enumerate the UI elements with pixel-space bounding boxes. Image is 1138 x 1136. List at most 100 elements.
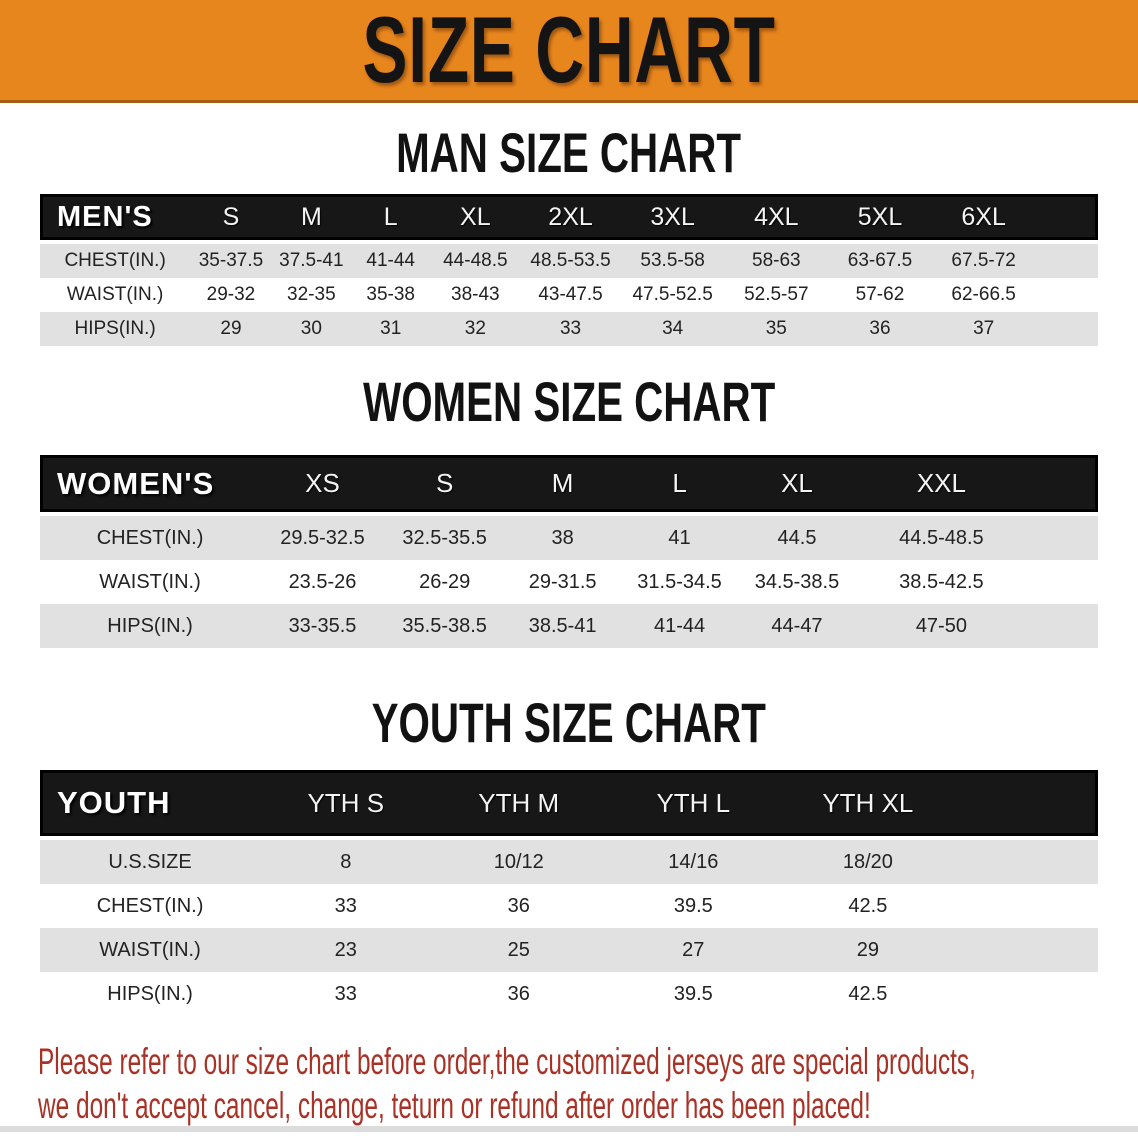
size-value-cell: 36 — [431, 972, 607, 1016]
table-corner-label: YOUTH — [40, 770, 261, 836]
size-value-cell: 33 — [260, 884, 432, 928]
size-value-cell: 41-44 — [351, 240, 431, 278]
column-header: 5XL — [828, 194, 932, 240]
size-value-cell: 38.5-41 — [504, 604, 621, 648]
banner-title: SIZE CHART — [362, 0, 776, 102]
size-value-cell: 36 — [431, 884, 607, 928]
size-value-cell: 35-37.5 — [190, 240, 272, 278]
size-chart-sections: MAN SIZE CHART MEN'S S M L XL 2XL 3XL 4XL 5XL 6XL… — [0, 125, 1138, 1016]
table-header-row: YOUTH YTH S YTH M YTH L YTH XL — [40, 770, 1098, 836]
size-value-cell: 44.5-48.5 — [855, 512, 1028, 560]
disclaimer-line-1: Please refer to our size chart before or… — [38, 1041, 976, 1082]
size-value-cell: 35 — [724, 312, 829, 346]
column-header: M — [504, 455, 621, 512]
row-spacer — [955, 972, 1098, 1016]
column-header: YTH XL — [780, 770, 956, 836]
size-value-cell: 25 — [431, 928, 607, 972]
column-header: 4XL — [724, 194, 829, 240]
size-value-cell: 47-50 — [855, 604, 1028, 648]
size-value-cell: 29-32 — [190, 278, 272, 312]
section-heading-text: YOUTH SIZE CHART — [371, 691, 767, 754]
column-header: XS — [260, 455, 385, 512]
size-value-cell: 23 — [260, 928, 432, 972]
size-value-cell: 58-63 — [724, 240, 829, 278]
header-spacer — [955, 770, 1098, 836]
row-label: HIPS(IN.) — [40, 312, 191, 346]
size-chart-section: YOUTH SIZE CHART YOUTH YTH S YTH M YTH L YTH… — [40, 695, 1098, 1016]
row-label: HIPS(IN.) — [40, 604, 261, 648]
table-header-row: WOMEN'S XS S M L XL XXL — [40, 455, 1098, 512]
column-header: XL — [430, 194, 521, 240]
size-value-cell: 36 — [828, 312, 932, 346]
size-value-cell: 38-43 — [430, 278, 521, 312]
size-value-cell: 32 — [430, 312, 521, 346]
size-value-cell: 44-47 — [738, 604, 856, 648]
size-table: WOMEN'S XS S M L XL XXL CHEST(IN.) 29.5-32.5 32.… — [40, 455, 1098, 648]
column-header: 6XL — [931, 194, 1036, 240]
table-row: CHEST(IN.) 33 36 39.5 42.5 — [40, 884, 1098, 928]
table-row: CHEST(IN.) 29.5-32.5 32.5-35.5 38 41 44.5 44.5… — [40, 512, 1098, 560]
column-header: YTH M — [431, 770, 607, 836]
column-header: 2XL — [520, 194, 621, 240]
size-value-cell: 34 — [620, 312, 725, 346]
size-value-cell: 8 — [260, 836, 432, 884]
size-value-cell: 35.5-38.5 — [384, 604, 505, 648]
size-value-cell: 41-44 — [620, 604, 739, 648]
size-value-cell: 23.5-26 — [260, 560, 385, 604]
section-heading: MAN SIZE CHART — [40, 125, 1098, 181]
size-value-cell: 33-35.5 — [260, 604, 385, 648]
size-value-cell: 62-66.5 — [931, 278, 1036, 312]
row-spacer — [955, 884, 1098, 928]
row-label: WAIST(IN.) — [40, 560, 261, 604]
size-value-cell: 29.5-32.5 — [260, 512, 385, 560]
size-value-cell: 29-31.5 — [504, 560, 621, 604]
table-row: HIPS(IN.) 33 36 39.5 42.5 — [40, 972, 1098, 1016]
table-corner-label: MEN'S — [40, 194, 191, 240]
size-value-cell: 53.5-58 — [620, 240, 725, 278]
size-value-cell: 42.5 — [780, 884, 956, 928]
disclaimer-line: Please refer to our size chart before or… — [38, 1040, 1138, 1084]
table-row: WAIST(IN.) 23 25 27 29 — [40, 928, 1098, 972]
row-label: HIPS(IN.) — [40, 972, 261, 1016]
column-header: YTH L — [606, 770, 781, 836]
table-row: U.S.SIZE 8 10/12 14/16 18/20 — [40, 836, 1098, 884]
size-value-cell: 35-38 — [351, 278, 431, 312]
row-spacer — [1027, 560, 1098, 604]
size-value-cell: 29 — [780, 928, 956, 972]
section-heading: YOUTH SIZE CHART — [40, 695, 1098, 751]
row-label: CHEST(IN.) — [40, 884, 261, 928]
size-value-cell: 32.5-35.5 — [384, 512, 505, 560]
disclaimer-line-2: we don't accept cancel, change, teturn o… — [38, 1085, 871, 1126]
size-value-cell: 39.5 — [606, 884, 781, 928]
row-spacer — [1027, 512, 1098, 560]
size-value-cell: 37 — [931, 312, 1036, 346]
size-value-cell: 38 — [504, 512, 621, 560]
size-value-cell: 38.5-42.5 — [855, 560, 1028, 604]
size-value-cell: 26-29 — [384, 560, 505, 604]
table-row: HIPS(IN.) 29 30 31 32 33 34 35 36 37 — [40, 312, 1098, 346]
section-heading-text: MAN SIZE CHART — [396, 121, 742, 184]
size-value-cell: 67.5-72 — [931, 240, 1036, 278]
section-heading: WOMEN SIZE CHART — [40, 374, 1098, 430]
column-header: L — [620, 455, 739, 512]
size-value-cell: 37.5-41 — [271, 240, 352, 278]
table-row: WAIST(IN.) 23.5-26 26-29 29-31.5 31.5-34.5 34… — [40, 560, 1098, 604]
size-value-cell: 41 — [620, 512, 739, 560]
size-value-cell: 30 — [271, 312, 352, 346]
size-table: MEN'S S M L XL 2XL 3XL 4XL 5XL 6XL CHEST(IN.) 35-3… — [40, 194, 1098, 346]
size-value-cell: 44.5 — [738, 512, 856, 560]
size-value-cell: 34.5-38.5 — [738, 560, 856, 604]
size-value-cell: 14/16 — [606, 836, 781, 884]
row-label: CHEST(IN.) — [40, 240, 191, 278]
size-value-cell: 48.5-53.5 — [520, 240, 621, 278]
column-header: S — [190, 194, 272, 240]
header-spacer — [1035, 194, 1098, 240]
size-value-cell: 39.5 — [606, 972, 781, 1016]
column-header: L — [351, 194, 431, 240]
size-table: YOUTH YTH S YTH M YTH L YTH XL U.S.SIZE 8 10/1… — [40, 770, 1098, 1016]
column-header: M — [271, 194, 352, 240]
row-spacer — [1035, 240, 1098, 278]
size-value-cell: 44-48.5 — [430, 240, 521, 278]
column-header: XL — [738, 455, 856, 512]
size-value-cell: 57-62 — [828, 278, 932, 312]
